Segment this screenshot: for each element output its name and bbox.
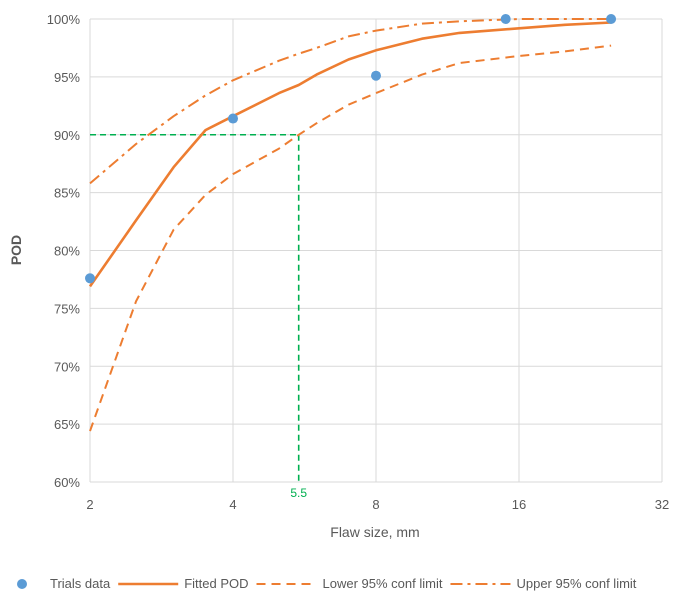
x-tick-label: 8 bbox=[372, 497, 379, 512]
annotation-label: 5.5 bbox=[290, 486, 307, 500]
y-tick-label: 70% bbox=[54, 359, 80, 374]
y-tick-label: 80% bbox=[54, 244, 80, 259]
y-tick-label: 75% bbox=[54, 301, 80, 316]
legend-marker bbox=[17, 579, 27, 589]
x-axis-title: Flaw size, mm bbox=[330, 524, 419, 540]
legend-label: Upper 95% conf limit bbox=[516, 576, 636, 591]
x-tick-label: 16 bbox=[512, 497, 526, 512]
grid bbox=[89, 18, 663, 483]
series-layer bbox=[88, 18, 612, 432]
trial-point bbox=[371, 70, 381, 81]
series-solid-line bbox=[88, 21, 612, 288]
y-axis-title: POD bbox=[8, 235, 24, 265]
legend: Trials data Fitted POD Lower 95% conf limi… bbox=[17, 576, 637, 591]
y-tick-label: 60% bbox=[54, 475, 80, 490]
trial-point bbox=[228, 113, 238, 124]
trial-point bbox=[606, 14, 617, 24]
x-tick-label: 32 bbox=[655, 497, 669, 512]
y-tick-label: 85% bbox=[54, 186, 80, 201]
series-dashed-line bbox=[89, 44, 612, 432]
y-tick-label: 95% bbox=[54, 70, 80, 85]
x-tick-label: 4 bbox=[229, 497, 236, 512]
x-tick-label: 2 bbox=[86, 497, 93, 512]
y-tick-label: 90% bbox=[54, 128, 80, 143]
legend-label: Trials data bbox=[50, 576, 111, 591]
y-tick-label: 65% bbox=[54, 417, 80, 432]
x-tick-labels: 2 4 8 16 32 bbox=[86, 497, 669, 512]
legend-label: Lower 95% conf limit bbox=[323, 576, 443, 591]
legend-label: Fitted POD bbox=[184, 576, 248, 591]
annotation: 5.5 bbox=[90, 133, 307, 500]
series-dashdot-line bbox=[89, 18, 612, 185]
y-tick-labels: 60% 65% 70% 75% 80% 85% 90% 95% 100% bbox=[47, 12, 81, 490]
trial-point bbox=[500, 14, 511, 24]
y-tick-label: 100% bbox=[47, 12, 81, 27]
trial-point bbox=[85, 273, 95, 284]
trials-points bbox=[85, 14, 617, 284]
